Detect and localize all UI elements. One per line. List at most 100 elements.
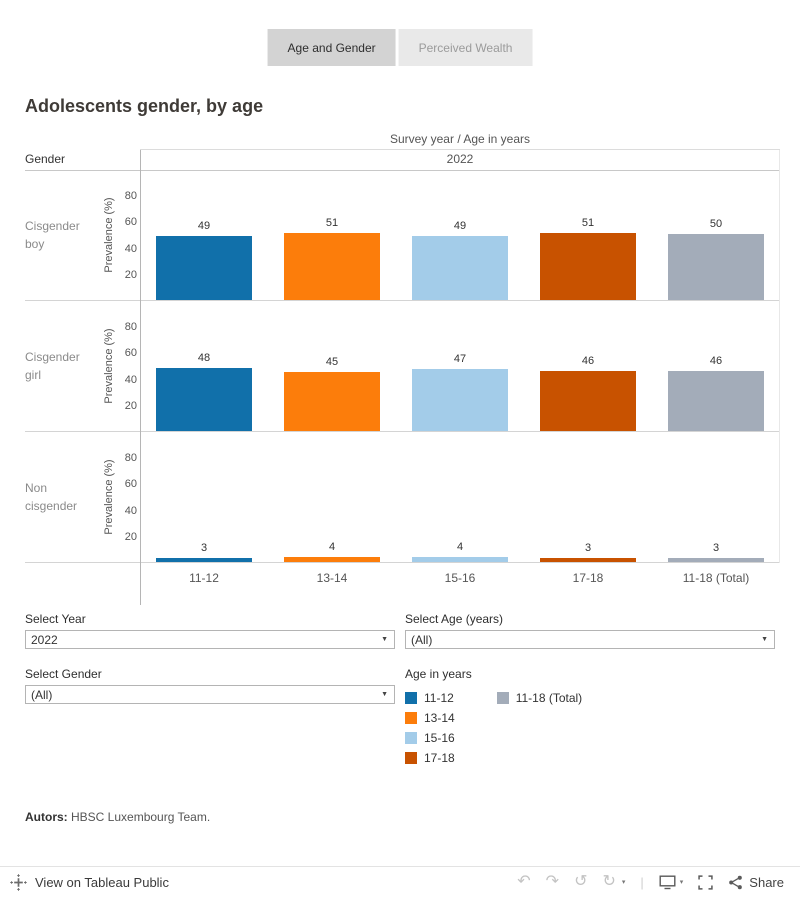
undo-icon[interactable]: ↶ [517,873,531,890]
chevron-down-icon: ▼ [381,636,388,643]
y-axis-title: Prevalence (%) [103,459,115,535]
bar-11-18 (Total)[interactable] [668,558,764,562]
bar-value-label: 51 [581,217,595,230]
facet-row: Cisgender boy Prevalence (%) 20 40 60 80 49 51 4… [25,170,780,301]
tableau-toolbar: View on Tableau Public ↶ ↷ ↺ ↻ ▾ | ▾ [0,866,800,897]
bar-11-12[interactable] [156,235,252,300]
select-year-value: 2022 [31,632,58,647]
bar-value-label: 3 [712,542,720,555]
device-layout-caret-icon[interactable]: ▾ [679,879,684,886]
select-gender-value: (All) [31,687,53,702]
bar-13-14[interactable] [284,371,380,431]
select-age-dropdown[interactable]: (All) ▼ [405,630,775,649]
y-tick-label: 80 [124,321,137,333]
legend-swatch [405,712,417,724]
bar-value-label: 46 [581,354,595,367]
bar-13-14[interactable] [284,556,380,562]
y-tick-label: 20 [124,530,137,543]
device-layout-icon[interactable] [659,875,676,890]
bar-17-18[interactable] [540,558,636,562]
tab-age-and-gender[interactable]: Age and Gender [267,29,396,66]
row-header-label[interactable]: Non cisgender [25,481,78,513]
toolbar-actions: ↶ ↷ ↺ ↻ ▾ | ▾ [517,874,800,890]
legend-label: 11-18 (Total) [515,691,583,705]
bar-value-label: 4 [456,540,464,553]
x-axis-label[interactable]: 15-16 [444,571,476,585]
row-header-label[interactable]: Cisgender girl [25,350,80,382]
select-age-value: (All) [411,632,433,647]
facet-row: Non cisgender Prevalence (%) 20 40 60 80 3 4 4 3 3 [25,432,780,563]
x-axis-label[interactable]: 17-18 [572,571,604,585]
select-year-dropdown[interactable]: 2022 ▼ [25,630,395,649]
y-tick-label: 80 [124,190,137,202]
legend-item[interactable]: 11-18 (Total) [496,688,583,708]
y-tick-label: 60 [124,347,137,360]
legend-swatch [405,752,417,764]
y-axis-title: Prevalence (%) [103,197,115,273]
bar-value-label: 46 [709,354,723,367]
y-tick-label: 60 [124,478,137,491]
legend-item[interactable]: 15-16 [405,728,455,748]
refresh-caret-icon[interactable]: ▾ [621,879,626,886]
tab-perceived-wealth[interactable]: Perceived Wealth [398,29,533,66]
bar-11-12[interactable] [156,368,252,431]
chart-panels: Cisgender boy Prevalence (%) 20 40 60 80 49 51 4… [25,170,780,563]
y-tick-label: 60 [124,216,137,229]
bar-value-label: 48 [197,352,211,364]
facet-row: Cisgender girl Prevalence (%) 20 40 60 80 48 45… [25,301,780,432]
x-axis-label[interactable]: 11-12 [189,571,219,585]
bar-value-label: 4 [328,540,336,553]
chevron-down-icon: ▼ [761,636,768,643]
legend-swatch [405,692,417,704]
bar-15-16[interactable] [412,556,508,562]
share-label: Share [749,874,784,890]
filter-gender: Select Gender (All) ▼ [25,667,395,704]
bar-11-12[interactable] [156,558,252,562]
y-tick-label: 20 [124,399,137,412]
bar-value-label: 3 [584,542,592,555]
bar-13-14[interactable] [284,233,380,300]
bar-17-18[interactable] [540,233,636,300]
select-gender-dropdown[interactable]: (All) ▼ [25,685,395,704]
row-dimension-header: Gender [25,152,66,166]
bar-17-18[interactable] [540,370,636,431]
x-axis-label[interactable]: 13-14 [316,571,348,585]
view-on-tableau-link[interactable]: View on Tableau Public [0,873,169,891]
bar-11-18 (Total)[interactable] [668,234,764,300]
legend-item[interactable]: 11-12 [405,688,455,708]
bar-value-label: 47 [453,353,467,366]
legend-label: 17-18 [424,751,455,765]
legend-item[interactable]: 17-18 [405,748,455,768]
bar-15-16[interactable] [412,369,508,431]
row-header-label[interactable]: Cisgender boy [25,219,80,251]
filter-gender-label: Select Gender [25,667,102,681]
bar-11-18 (Total)[interactable] [668,370,764,431]
refresh-icon[interactable]: ↻ [602,873,616,890]
authors-label: Autors: [25,810,68,824]
redo-icon[interactable]: ↷ [545,873,560,890]
fullscreen-icon[interactable] [698,874,713,890]
legend-swatch [405,732,417,744]
y-tick-label: 20 [124,268,137,281]
bar-value-label: 49 [453,219,467,232]
bar-value-label: 50 [709,218,723,231]
color-legend: Age in years 11-12 13-14 15-16 17-18 11-18 (… [405,667,582,768]
legend-label: 13-14 [424,711,455,725]
bar-15-16[interactable] [412,235,508,300]
y-tick-label: 40 [124,242,137,255]
bar-value-label: 49 [197,219,211,232]
share-button[interactable]: Share [728,875,784,890]
view-on-tableau-label: View on Tableau Public [35,874,169,890]
legend-label: 11-12 [424,691,454,705]
share-icon [729,875,743,889]
y-tick-label: 40 [124,504,137,517]
header-divider [25,170,780,171]
chart-right-border [779,150,780,563]
toolbar-divider: | [640,874,644,890]
filter-year: Select Year 2022 ▼ [25,612,395,649]
x-axis-label[interactable]: 11-18 (Total) [682,571,750,585]
legend-item[interactable]: 13-14 [405,708,455,728]
legend-title: Age in years [405,667,472,681]
column-value-header[interactable]: 2022 [446,152,474,166]
reset-icon[interactable]: ↺ [574,873,588,890]
